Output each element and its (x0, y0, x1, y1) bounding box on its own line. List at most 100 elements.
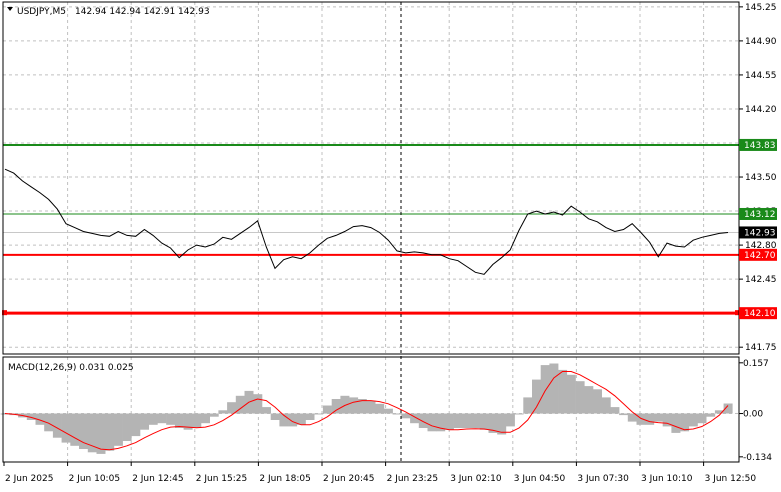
symbol-label: USDJPY,M5 (17, 7, 66, 17)
macd-bar (723, 403, 733, 414)
y-tick-label: 141.75 (745, 343, 777, 353)
macd-bar (375, 403, 385, 414)
macd-bar (122, 413, 132, 441)
macd-bar (322, 405, 332, 414)
macd-bar (410, 413, 420, 424)
macd-bar (497, 413, 507, 435)
macd-bar (349, 397, 359, 414)
macd-bar (279, 413, 289, 427)
level-price-box (739, 248, 777, 261)
macd-bar (270, 413, 280, 420)
macd-y-tick-label: -0.134 (743, 453, 772, 463)
macd-bar (227, 402, 237, 414)
macd-bar (697, 413, 707, 424)
macd-bar (601, 397, 611, 414)
macd-bar (26, 413, 36, 420)
macd-bar (96, 413, 106, 454)
macd-histogram (0, 363, 733, 454)
y-tick-label: 142.80 (745, 241, 777, 251)
y-tick-label: 142.45 (745, 275, 777, 285)
macd-bar (87, 413, 97, 453)
x-tick-label: 2 Jun 15:25 (196, 474, 247, 484)
macd-bar (627, 413, 637, 422)
macd-bar (514, 413, 524, 415)
macd-bar (636, 413, 646, 425)
macd-bar (44, 413, 54, 432)
macd-bar (593, 389, 602, 414)
macd-y-axis: 0.157 0.00 -0.134 (739, 359, 772, 463)
macd-bar (680, 413, 690, 432)
macd-bar (688, 413, 698, 427)
macd-bar (505, 413, 515, 427)
macd-header-label: MACD(12,26,9) 0.031 0.025 (8, 363, 134, 373)
macd-bar (654, 413, 663, 422)
macd-bar (479, 413, 489, 430)
macd-signal-line (4, 371, 729, 451)
macd-bar (566, 374, 576, 414)
x-tick-label: 2 Jun 12:45 (132, 474, 183, 484)
horizontal-levels (2, 143, 740, 316)
macd-bar (549, 363, 559, 414)
x-tick-label: 3 Jun 04:50 (514, 474, 566, 484)
macd-bar (52, 413, 62, 438)
macd-bar (453, 413, 463, 428)
collapse-triangle-icon[interactable] (7, 7, 13, 11)
macd-bar (157, 413, 167, 424)
macd-bar (201, 413, 210, 424)
current-price-box (739, 226, 777, 239)
level-price-label: 143.12 (744, 210, 776, 220)
macd-bar (540, 365, 550, 414)
y-tick-label: 144.55 (745, 71, 777, 81)
macd-panel-frame (2, 356, 740, 463)
ohlc-values: 142.94 142.94 142.91 142.93 (75, 7, 210, 17)
level-price-label: 143.83 (744, 141, 776, 151)
macd-bar (35, 413, 45, 425)
price-panel-frame (2, 1, 740, 355)
macd-bar (645, 413, 655, 425)
macd-bar (305, 413, 315, 420)
macd-bar (218, 410, 228, 414)
x-tick-label: 3 Jun 07:30 (577, 474, 629, 484)
level-price-label: 142.70 (744, 251, 776, 261)
y-tick-label: 143.50 (745, 173, 777, 183)
macd-bar (131, 413, 141, 437)
macd-bar (610, 407, 620, 414)
y-tick-label: 144.90 (745, 37, 777, 47)
level-price-box (739, 307, 777, 320)
x-tick-label: 3 Jun 10:10 (641, 474, 693, 484)
macd-bar (366, 400, 376, 414)
current-price-label: 142.93 (744, 228, 776, 238)
macd-bar (235, 395, 245, 414)
macd-bar (79, 413, 88, 449)
macd-bar (462, 413, 472, 428)
macd-bar (714, 410, 724, 414)
macd-bar (296, 413, 306, 425)
macd-bar (401, 413, 411, 419)
macd-bar (340, 395, 350, 414)
level-price-box (739, 207, 777, 220)
macd-bar (314, 413, 324, 415)
macd-bar (427, 413, 437, 432)
macd-bar (383, 408, 393, 414)
level-anchor-handle (2, 310, 7, 316)
macd-bar (671, 413, 681, 433)
macd-bar (575, 381, 585, 414)
level-price-label: 142.10 (744, 309, 776, 319)
macd-bar (444, 413, 454, 430)
macd-bar (262, 407, 271, 414)
macd-bar (183, 413, 193, 430)
level-price-box (739, 138, 777, 151)
macd-bar (662, 413, 672, 427)
x-tick-label: 3 Jun 02:10 (450, 474, 502, 484)
macd-bar (105, 413, 115, 451)
level-anchor-handle (735, 310, 740, 316)
x-tick-label: 2 Jun 2025 (5, 474, 53, 484)
macd-y-tick-label: 0.00 (743, 410, 763, 420)
macd-bar (253, 394, 263, 414)
macd-bar (392, 413, 402, 415)
y-tick-label: 144.20 (745, 105, 777, 115)
macd-bar (619, 413, 629, 416)
chart-header: USDJPY,M5 142.94 142.94 142.91 142.93 (7, 7, 210, 17)
macd-bar (584, 386, 594, 414)
